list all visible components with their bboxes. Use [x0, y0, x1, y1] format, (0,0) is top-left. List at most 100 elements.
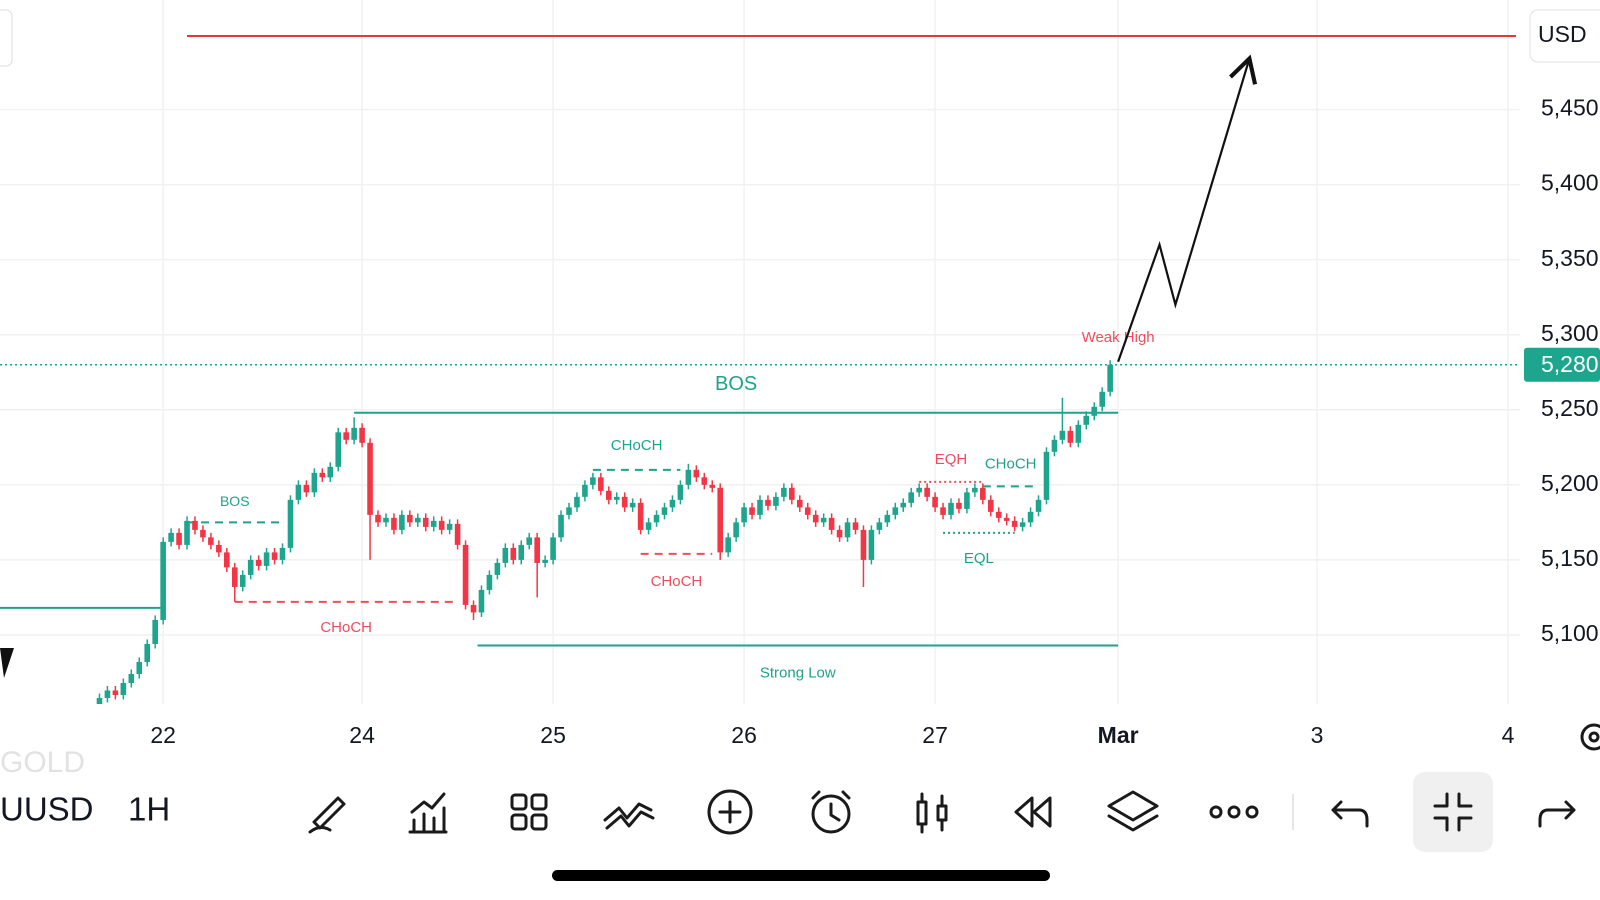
candle-body [972, 487, 978, 493]
candle-body [932, 496, 938, 508]
candle-body [422, 517, 429, 527]
candle-body [351, 427, 357, 440]
interval-button[interactable]: 1H [128, 791, 170, 828]
candle-body [287, 499, 294, 548]
candle-body [208, 537, 214, 545]
fullscreen-toggle[interactable] [1433, 792, 1473, 832]
redo-button[interactable] [1538, 800, 1576, 828]
candle-body [964, 492, 970, 509]
candle-body [168, 532, 174, 542]
candle-body [661, 507, 668, 515]
candle-body [693, 469, 700, 478]
indicators-button[interactable] [408, 792, 448, 834]
candle-body [1035, 499, 1042, 512]
candle-body [231, 567, 238, 587]
candle-body [605, 490, 612, 500]
candle-body [1027, 511, 1034, 523]
candle-body [510, 547, 517, 560]
candle-body [192, 520, 198, 530]
currency-label: USD [1538, 21, 1587, 47]
x-tick-label: 27 [922, 722, 948, 748]
candle-body [367, 442, 373, 515]
structure-label: EQH [935, 451, 968, 468]
candle-body [160, 541, 166, 620]
candle-body [685, 469, 692, 485]
candle-body [669, 499, 676, 508]
chart-type-button[interactable] [916, 792, 948, 834]
candle-body [852, 522, 859, 530]
candle-body [247, 559, 254, 575]
more-button[interactable] [1209, 805, 1259, 819]
candle-body [1107, 364, 1113, 392]
x-tick-label: 26 [731, 722, 757, 748]
x-tick-label: 24 [349, 722, 375, 748]
candle-body [836, 529, 843, 538]
candle-body [430, 520, 437, 527]
candle-body [216, 544, 222, 553]
y-tick-label: 5,150 [1541, 545, 1599, 571]
plot-area: BOS BOS CHoCH CHoCH CHoCH EQH CHoCH EQL Strong L… [0, 35, 1520, 704]
home-indicator [552, 870, 1050, 881]
candle-body [407, 514, 413, 523]
candle-body [725, 537, 731, 553]
layers-button[interactable] [1107, 790, 1159, 832]
candle-body [136, 661, 143, 674]
undo-button[interactable] [1331, 800, 1369, 828]
add-button[interactable] [707, 789, 753, 835]
draw-tool-button[interactable] [308, 796, 346, 834]
candle-body [1051, 439, 1058, 452]
candle-body [200, 529, 206, 538]
y-tick-label: 5,350 [1541, 245, 1599, 271]
currency-box[interactable] [1529, 9, 1600, 63]
y-tick-label: 5,250 [1541, 395, 1599, 421]
candle-body [940, 507, 946, 515]
candle-body [812, 514, 819, 523]
candle-body [1067, 430, 1074, 443]
alert-button[interactable] [811, 790, 851, 834]
candle-body [383, 517, 389, 523]
structure-label: BOS [220, 493, 250, 509]
candle-body [741, 507, 747, 523]
candle-body [868, 529, 875, 560]
candle-body [502, 547, 509, 563]
grid [0, 0, 1520, 704]
fullscreen-toggle-bg [1413, 772, 1493, 852]
candle-body [462, 544, 469, 605]
candle-body [629, 502, 636, 508]
left-edge-button[interactable] [0, 9, 13, 67]
symbol-button[interactable]: UUSD [0, 791, 94, 828]
candle-body [1099, 391, 1105, 407]
candle-body [980, 487, 986, 500]
patterns-button[interactable] [603, 802, 655, 830]
candle-body [701, 477, 708, 485]
x-tick-label: 22 [150, 722, 176, 748]
layout-button[interactable] [510, 793, 548, 831]
candle-body [844, 522, 851, 538]
structure-label: CHoCH [611, 437, 663, 454]
candle-body [892, 507, 899, 515]
candle-body [574, 496, 580, 508]
candle-body [653, 514, 660, 523]
candle-body [279, 547, 286, 560]
projection-arrow [1117, 54, 1258, 363]
replay-button[interactable] [1014, 796, 1052, 828]
candle-body [239, 574, 246, 587]
candle-body [486, 574, 493, 590]
x-tick-label: 4 [1502, 722, 1515, 748]
candle-body [995, 511, 1002, 518]
x-tick-label: 3 [1311, 722, 1324, 748]
candle-body [860, 529, 867, 560]
candle-body [582, 484, 588, 497]
candle-body [789, 487, 795, 500]
candle-body [613, 496, 620, 500]
settings-icon[interactable] [1580, 723, 1600, 751]
candle-body [781, 487, 787, 497]
structure-label: EQL [964, 550, 994, 567]
candle-body [96, 697, 103, 704]
candle-body [271, 552, 278, 560]
candle-body [709, 484, 716, 488]
candle-body [335, 432, 342, 467]
candle-body [327, 466, 334, 478]
